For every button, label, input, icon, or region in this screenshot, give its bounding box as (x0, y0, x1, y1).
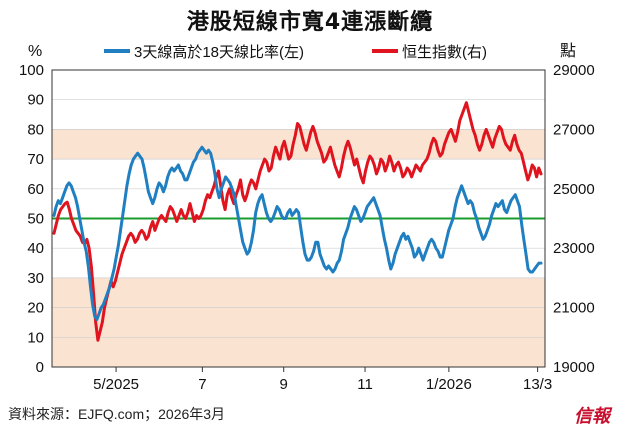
left-tick-label: 10 (27, 329, 44, 346)
source-note: 資料來源：EJFQ.com；2026年3月 (8, 406, 226, 422)
series-breadth-line (52, 145, 543, 321)
left-tick-label: 30 (27, 270, 44, 287)
left-tick-label: 20 (27, 300, 44, 317)
x-tick-label: 9 (280, 376, 288, 393)
left-axis-unit: % (28, 43, 42, 60)
legend: 3天線高於18天線比率(左) 恒生指數(右) (104, 44, 487, 61)
left-tick-label: 50 (27, 211, 44, 228)
left-tick-label: 40 (27, 240, 44, 257)
chart-title: 港股短線市寬4連漲斷纜 (186, 10, 434, 35)
left-tick-label: 0 (36, 359, 44, 376)
x-tick-label: 1/2026 (426, 376, 472, 393)
left-tick-label: 90 (27, 92, 44, 109)
left-tick-label: 60 (27, 181, 44, 198)
x-tick-label: 11 (357, 376, 373, 393)
shaded-bands (52, 129, 545, 367)
right-tick-label: 19000 (553, 359, 595, 376)
series-layer (52, 101, 543, 342)
right-tick-label: 21000 (553, 300, 595, 317)
plot-frame (51, 69, 546, 368)
gridlines (52, 69, 545, 368)
x-tick-label: 7 (198, 376, 206, 393)
right-tick-label: 29000 (553, 62, 595, 79)
series-hsi-line (52, 101, 543, 342)
legend-label-hsi: 恒生指數(右) (402, 44, 487, 61)
shaded-band-1 (52, 129, 545, 160)
shaded-band-0 (52, 277, 545, 367)
x-tick-label: 5/2025 (93, 376, 139, 393)
axes: 0 10 20 30 40 50 60 70 80 90 100 19000 21000 23000 250… (19, 42, 595, 393)
right-tick-label: 27000 (553, 121, 595, 138)
right-axis-unit: 點 (560, 42, 576, 60)
left-tick-label: 80 (27, 121, 44, 138)
left-tick-label: 70 (27, 151, 44, 168)
publisher-logo: 信報 (574, 406, 610, 427)
left-tick-label: 100 (19, 62, 44, 79)
legend-label-breadth: 3天線高於18天線比率(左) (134, 44, 304, 61)
right-tick-label: 25000 (553, 181, 595, 198)
line-chart: 0 10 20 30 40 50 60 70 80 90 100 19000 21000 23000 250… (19, 42, 595, 393)
right-tick-label: 23000 (553, 240, 595, 257)
x-tick-label: 13/3 (523, 376, 552, 393)
